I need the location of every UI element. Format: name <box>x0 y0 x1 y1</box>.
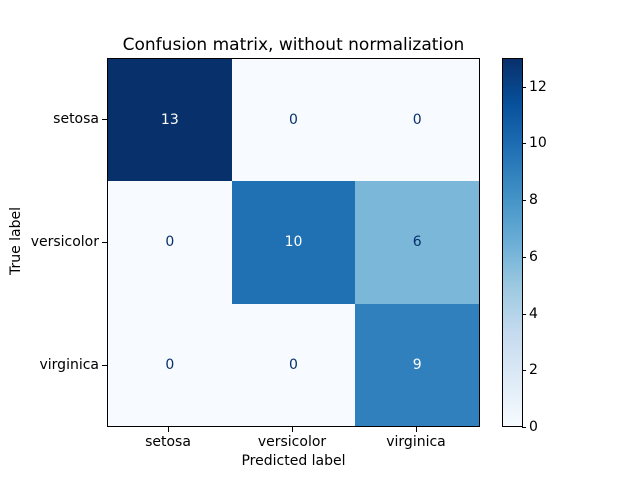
colorbar-tick-label-10: 10 <box>529 135 547 151</box>
colorbar-tick-mark-2 <box>522 370 526 371</box>
ytick-mark-versicolor <box>102 242 107 243</box>
matrix-cell-r2c2: 9 <box>355 303 479 426</box>
xtick-label-setosa: setosa <box>145 434 191 450</box>
xtick-mark-versicolor <box>292 427 293 432</box>
matrix-cell-r1c0: 0 <box>108 181 232 304</box>
colorbar-tick-label-6: 6 <box>529 249 538 265</box>
colorbar-tick-label-4: 4 <box>529 306 538 322</box>
colorbar <box>502 58 523 427</box>
matrix-cell-r0c0: 13 <box>108 59 232 182</box>
colorbar-tick-label-12: 12 <box>529 79 547 95</box>
matrix-cell-r0c1: 0 <box>231 59 356 182</box>
colorbar-tick-label-2: 2 <box>529 362 538 378</box>
ytick-label-virginica: virginica <box>39 357 100 373</box>
colorbar-tick-mark-6 <box>522 257 526 258</box>
matrix-cell-r1c1: 10 <box>231 181 356 304</box>
ytick-mark-virginica <box>102 365 107 366</box>
ytick-mark-setosa <box>102 119 107 120</box>
x-axis-label: Predicted label <box>241 453 346 469</box>
y-axis-label: True label <box>8 206 24 276</box>
chart-title: Confusion matrix, without normalization <box>122 35 465 55</box>
ytick-label-versicolor: versicolor <box>30 234 99 250</box>
colorbar-tick-label-8: 8 <box>529 192 538 208</box>
colorbar-tick-label-0: 0 <box>529 419 538 435</box>
colorbar-tick-mark-12 <box>522 87 526 88</box>
colorbar-tick-mark-4 <box>522 314 526 315</box>
matrix-cell-r2c0: 0 <box>108 303 232 426</box>
xtick-label-versicolor: versicolor <box>257 434 327 450</box>
colorbar-tick-mark-0 <box>522 427 526 428</box>
heatmap-grid: 13 0 0 0 10 6 0 0 9 <box>107 58 480 427</box>
ytick-label-setosa: setosa <box>53 111 99 127</box>
xtick-mark-virginica <box>416 427 417 432</box>
colorbar-tick-mark-10 <box>522 143 526 144</box>
matrix-cell-r0c2: 0 <box>355 59 479 182</box>
xtick-mark-setosa <box>168 427 169 432</box>
xtick-label-virginica: virginica <box>386 434 446 450</box>
matrix-cell-r2c1: 0 <box>231 303 356 426</box>
colorbar-tick-mark-8 <box>522 200 526 201</box>
matrix-cell-r1c2: 6 <box>355 181 479 304</box>
